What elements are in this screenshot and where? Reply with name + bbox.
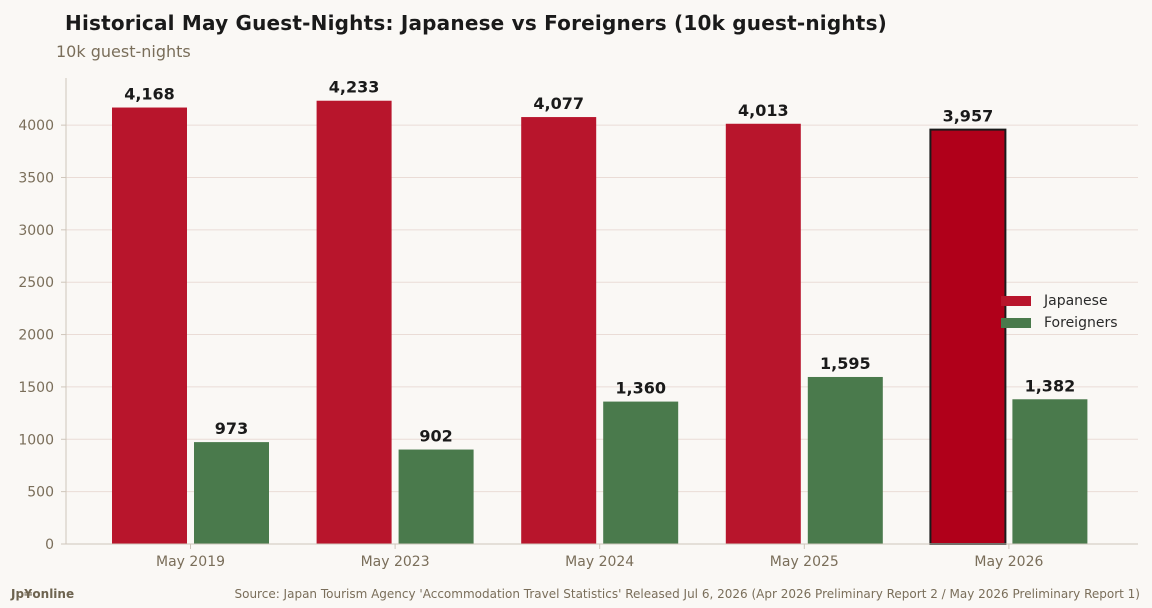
data-label: 3,957 [943, 107, 994, 126]
chart-subtitle: 10k guest-nights [56, 42, 191, 61]
brand-logo: Jp¥online [11, 587, 75, 601]
bar-foreigners [603, 401, 679, 544]
source-note: Source: Japan Tourism Agency 'Accommodat… [234, 587, 1140, 601]
data-label: 902 [419, 427, 452, 446]
bar-japanese [929, 128, 1007, 545]
bar-foreigners [807, 376, 883, 544]
x-tick-label: May 2024 [565, 554, 634, 570]
x-tick-label: May 2026 [974, 554, 1043, 570]
data-label: 4,013 [738, 101, 789, 120]
data-label: 4,233 [329, 78, 380, 97]
x-tick-label: May 2025 [770, 554, 839, 570]
bar-japanese [112, 107, 187, 544]
legend-swatch-foreigners [1001, 318, 1031, 328]
y-tick-label: 1500 [18, 380, 54, 396]
y-tick-label: 4000 [18, 118, 54, 134]
bar-japanese [316, 100, 392, 544]
x-tick-label: May 2023 [361, 554, 430, 570]
y-tick-label: 1000 [18, 432, 54, 448]
legend-item-japanese: Japanese [1001, 290, 1118, 312]
bar-japanese [725, 123, 801, 545]
bar-foreigners [1012, 399, 1088, 544]
y-tick-label: 3500 [18, 170, 54, 186]
chart-title: Historical May Guest-Nights: Japanese vs… [65, 11, 888, 35]
data-label: 1,595 [820, 354, 871, 373]
y-tick-label: 2500 [18, 275, 54, 291]
legend: Japanese Foreigners [1001, 290, 1118, 334]
legend-label-japanese: Japanese [1044, 293, 1108, 309]
data-label: 1,382 [1025, 376, 1076, 395]
legend-item-foreigners: Foreigners [1001, 312, 1118, 334]
data-label: 4,168 [124, 85, 175, 104]
bar-japanese [521, 117, 597, 544]
data-labels: 4,168 973 4,233 902 4,077 1,360 4,013 1,595 3,95… [124, 78, 1075, 446]
data-label: 4,077 [533, 94, 584, 113]
bar-foreigners [194, 442, 269, 544]
y-tick-label: 2000 [18, 328, 54, 344]
y-tick-label: 500 [27, 485, 54, 501]
x-tick-label: May 2019 [156, 554, 225, 570]
legend-label-foreigners: Foreigners [1044, 315, 1118, 331]
legend-swatch-japanese [1001, 296, 1031, 306]
bar-foreigners [398, 449, 474, 544]
y-tick-label: 3000 [18, 223, 54, 239]
axes: 0 500 1000 1500 2000 2500 3000 3500 4000 May 2019… [18, 78, 1138, 570]
data-label: 973 [215, 419, 248, 438]
bars [112, 100, 1088, 545]
data-label: 1,360 [615, 379, 666, 398]
y-tick-label: 0 [45, 537, 54, 553]
